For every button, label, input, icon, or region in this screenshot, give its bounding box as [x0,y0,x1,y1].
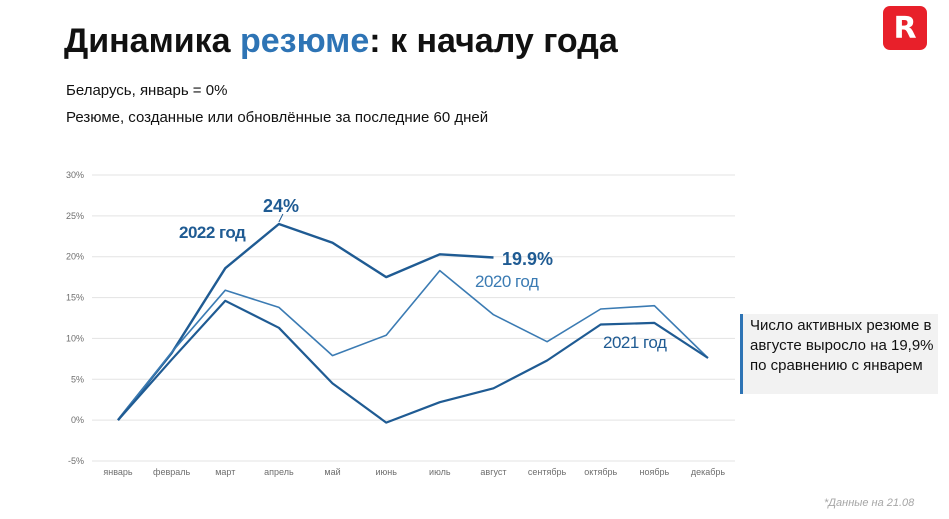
x-tick-label: январь [103,467,133,477]
x-tick-label: июль [429,467,451,477]
series-label-2021: 2021 год [603,333,667,352]
series-label-2020: 2020 год [475,272,539,291]
x-tick-label: март [215,467,235,477]
y-tick-label: 15% [66,293,84,303]
x-tick-label: апрель [264,467,294,477]
x-tick-label: декабрь [691,467,726,477]
brand-logo: R [883,6,927,50]
title-highlight: резюме [240,22,370,60]
x-tick-label: ноябрь [640,467,670,477]
series-line [117,269,709,421]
data-label-august: 19.9% [502,249,553,269]
series-label-2022: 2022 год [179,223,246,242]
x-tick-label: сентябрь [528,467,567,477]
x-tick-label: октябрь [584,467,617,477]
x-tick-label: август [480,467,506,477]
annotation-leader [278,213,284,223]
y-tick-label: 10% [66,333,84,343]
subtitle-region: Беларусь, январь = 0% [66,82,228,99]
subtitle-description: Резюме, созданные или обновлённые за пос… [66,109,489,126]
title-part1: Динамика [64,22,240,60]
y-tick-label: 0% [71,415,84,425]
x-tick-label: май [324,467,340,477]
series-line [117,222,494,421]
title-part2: : к началу года [369,22,618,60]
footnote: *Данные на 21.08 [824,497,915,509]
data-label-peak: 24% [263,196,299,216]
y-tick-label: 30% [66,170,84,180]
y-tick-label: 20% [66,252,84,262]
y-tick-label: 5% [71,374,84,384]
x-tick-label: февраль [153,467,190,477]
callout-box: Число активных резюме в августе выросло … [740,314,938,394]
y-tick-label: -5% [68,456,84,466]
page-title: Динамика резюме: к началу года [64,22,618,61]
y-tick-label: 25% [66,211,84,221]
series-line [117,299,709,424]
logo-letter: R [893,10,917,46]
x-tick-label: июнь [375,467,397,477]
